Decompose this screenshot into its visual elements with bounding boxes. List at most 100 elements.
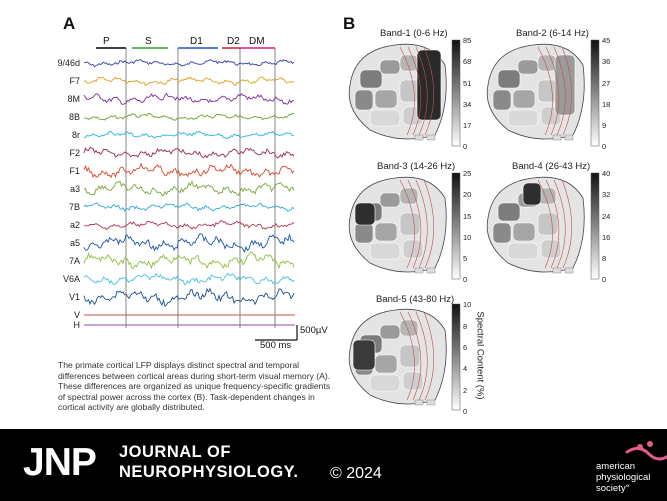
colorbar-tick: 6 bbox=[463, 343, 468, 352]
epoch-label: S bbox=[145, 36, 152, 47]
cortical-area bbox=[507, 109, 539, 127]
channel-label: a2 bbox=[69, 220, 80, 230]
cortical-area bbox=[497, 69, 521, 89]
colorbar-tick: 0 bbox=[602, 275, 607, 284]
cortical-area bbox=[354, 222, 374, 244]
legend-swatch bbox=[426, 399, 436, 406]
colorbar-tick: 4 bbox=[463, 364, 468, 373]
channel-label: F2 bbox=[69, 148, 80, 158]
copyright-year: © 2024 bbox=[330, 465, 382, 482]
cortical-area bbox=[512, 89, 536, 109]
cortical-area bbox=[492, 89, 512, 111]
contour-line bbox=[545, 179, 560, 269]
lfp-trace bbox=[83, 220, 295, 230]
colorbar-axis-label: Spectral Content (%) bbox=[474, 311, 486, 400]
cortical-area bbox=[512, 222, 536, 242]
contour-line bbox=[537, 179, 553, 269]
colorbar-tick: 27 bbox=[602, 79, 611, 88]
cortex-map bbox=[486, 39, 600, 147]
cortex-map bbox=[486, 172, 600, 280]
legend-swatch bbox=[426, 267, 436, 274]
contour-line bbox=[423, 179, 435, 269]
colorbar bbox=[451, 172, 461, 280]
colorbar-tick: 85 bbox=[463, 36, 472, 45]
colorbar-tick: 0 bbox=[602, 142, 607, 151]
colorbar-tick: 10 bbox=[463, 233, 472, 242]
lfp-trace bbox=[83, 76, 295, 87]
colorbar-tick: 24 bbox=[602, 212, 611, 221]
lfp-trace bbox=[83, 272, 295, 286]
legend-swatch bbox=[552, 134, 562, 141]
map-title: Band-3 (14-26 Hz) bbox=[377, 161, 456, 172]
journal-name-line2: NEUROPHYSIOLOGY. bbox=[119, 463, 299, 481]
colorbar bbox=[590, 172, 600, 280]
legend-swatch bbox=[426, 134, 436, 141]
colorbar-tick: 0 bbox=[463, 407, 468, 416]
contour-line bbox=[407, 179, 422, 269]
channel-label: V bbox=[73, 310, 80, 320]
epoch-label: D2 bbox=[227, 36, 240, 47]
colorbar-tick: 20 bbox=[463, 190, 472, 199]
cortical-area bbox=[369, 109, 401, 127]
cortical-area bbox=[507, 242, 539, 260]
cortical-area bbox=[492, 222, 512, 244]
channel-label: a5 bbox=[69, 238, 80, 248]
society-name-line2: physiological bbox=[596, 472, 651, 483]
epoch-label: DM bbox=[249, 36, 265, 47]
colorbar-tick: 8 bbox=[602, 254, 607, 263]
contour-line bbox=[399, 179, 415, 269]
cortex-map bbox=[348, 303, 461, 411]
contour-line bbox=[407, 311, 422, 401]
colorbar-tick: 15 bbox=[463, 212, 472, 221]
colorbar bbox=[451, 39, 461, 147]
colorbar-tick: 25 bbox=[463, 169, 472, 178]
contour-line bbox=[553, 46, 566, 136]
cortical-area bbox=[374, 222, 398, 242]
contour-line bbox=[415, 311, 428, 401]
colorbar-tick: 18 bbox=[602, 100, 611, 109]
panel-a-label: A bbox=[63, 14, 76, 33]
cortex-map bbox=[348, 39, 461, 147]
contour-line bbox=[399, 46, 415, 136]
cortical-area bbox=[369, 242, 401, 260]
society-name-line1: american bbox=[596, 461, 636, 472]
cortical-area bbox=[374, 354, 398, 374]
colorbar-tick: 0 bbox=[463, 275, 468, 284]
cortical-area bbox=[379, 192, 401, 208]
colorbar-tick: 40 bbox=[602, 169, 611, 178]
channel-label: 7B bbox=[68, 202, 80, 212]
channel-label: H bbox=[73, 320, 81, 330]
epoch-label: D1 bbox=[190, 36, 203, 47]
scale-time-label: 500 ms bbox=[260, 340, 292, 351]
lfp-trace bbox=[83, 180, 295, 197]
contour-line bbox=[561, 179, 573, 269]
lfp-trace bbox=[83, 162, 295, 179]
cortical-area bbox=[399, 187, 419, 205]
cortical-area bbox=[369, 374, 401, 392]
panel-b-label: B bbox=[343, 14, 356, 33]
lfp-trace bbox=[83, 59, 295, 68]
scale-voltage-label: 500µV bbox=[300, 325, 328, 336]
legend-swatch bbox=[564, 267, 574, 274]
contour-line bbox=[415, 46, 428, 136]
colorbar-tick: 68 bbox=[463, 57, 472, 66]
cortical-area bbox=[517, 59, 539, 75]
legend-swatch bbox=[564, 134, 574, 141]
colorbar-tick: 32 bbox=[602, 190, 611, 199]
cortical-area bbox=[374, 89, 398, 109]
lfp-trace bbox=[83, 202, 295, 212]
lfp-trace bbox=[83, 130, 295, 140]
cortical-area bbox=[416, 49, 442, 121]
cortical-area bbox=[522, 182, 542, 206]
channel-label: 7A bbox=[68, 256, 80, 266]
legend-swatch bbox=[552, 267, 562, 274]
contour-line bbox=[407, 46, 422, 136]
channel-label: F1 bbox=[69, 166, 80, 176]
map-title: Band-1 (0-6 Hz) bbox=[380, 28, 448, 39]
journal-footer bbox=[0, 429, 667, 501]
colorbar-tick: 10 bbox=[463, 300, 472, 309]
colorbar bbox=[451, 303, 461, 411]
colorbar-tick: 9 bbox=[602, 121, 607, 130]
